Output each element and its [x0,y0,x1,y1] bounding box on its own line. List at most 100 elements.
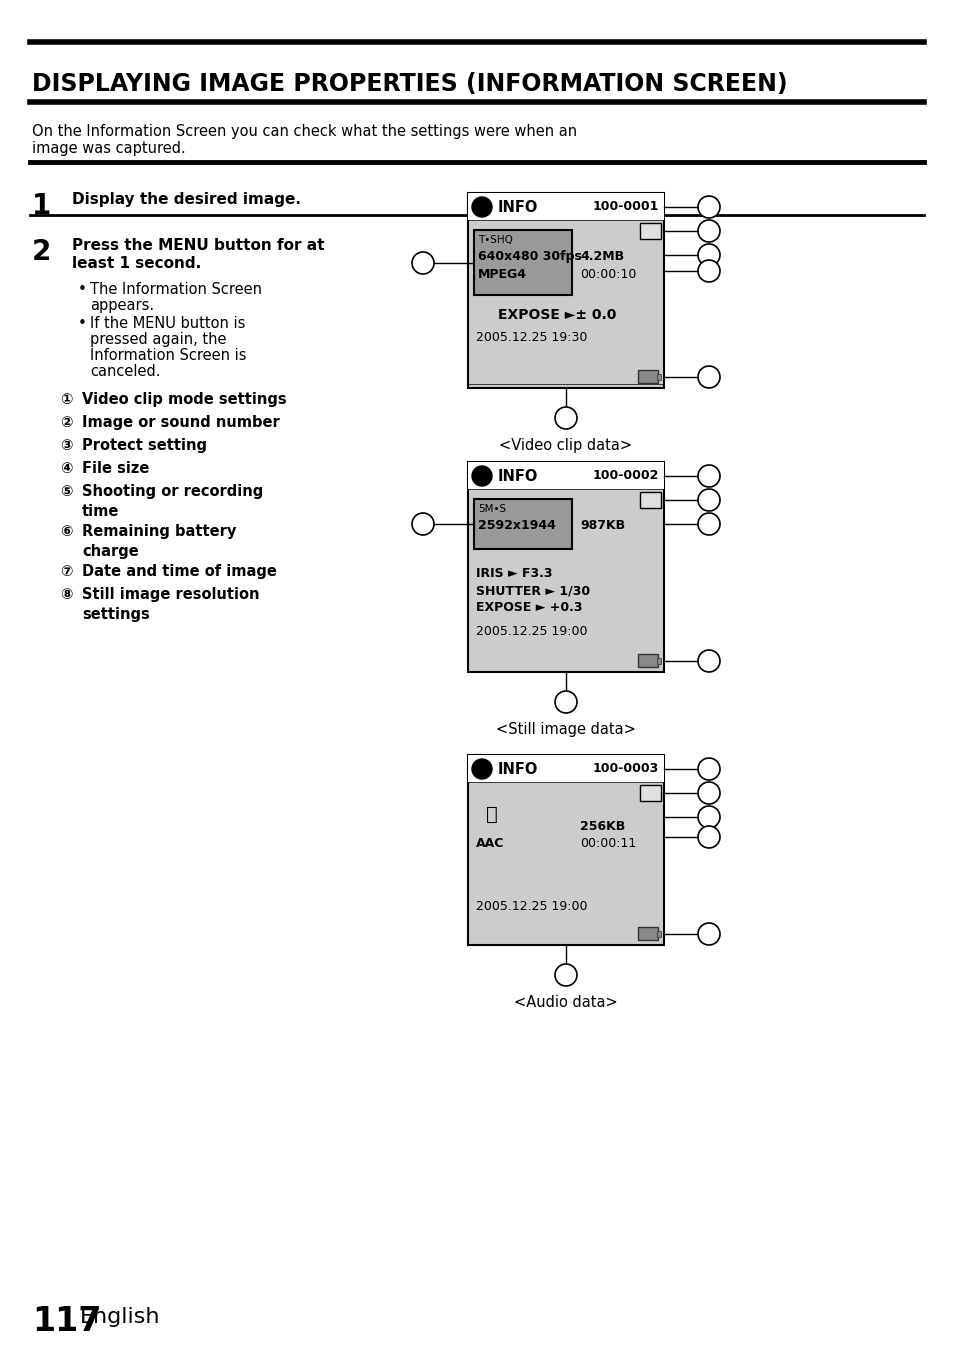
Text: 00:00:11: 00:00:11 [579,837,636,850]
Bar [468,781,663,882]
Text: ⑧: ⑧ [416,516,427,529]
Text: ⑥: ⑥ [701,654,713,666]
Bar [468,755,663,781]
Text: ⑦: ⑦ [60,564,72,578]
Circle shape [698,221,720,242]
Text: 100-0003: 100-0003 [592,763,659,775]
Text: EXPOSE ►± 0.0: EXPOSE ►± 0.0 [497,308,616,321]
Text: INFO: INFO [497,763,537,777]
Text: ⑥: ⑥ [701,369,713,382]
Bar [474,499,572,549]
Text: File size: File size [82,461,150,476]
Text: DISPLAYING IMAGE PROPERTIES (INFORMATION SCREEN): DISPLAYING IMAGE PROPERTIES (INFORMATION… [32,73,787,95]
Text: ⑤: ⑤ [60,484,72,499]
Text: ③: ③ [701,223,713,235]
Text: IRIS ► F3.3: IRIS ► F3.3 [476,568,552,580]
Text: canceled.: canceled. [90,364,160,379]
Text: <Video clip data>: <Video clip data> [499,438,632,453]
Text: 2005.12.25 19:00: 2005.12.25 19:00 [476,625,587,638]
Bar [657,374,660,381]
Text: 100-0002: 100-0002 [592,469,659,482]
Bar [468,755,663,946]
Circle shape [698,923,720,946]
Bar [468,461,663,490]
Circle shape [472,465,492,486]
Text: 2592x1944: 2592x1944 [477,519,556,533]
Circle shape [698,465,720,487]
Text: <Still image data>: <Still image data> [496,722,636,737]
Text: ⑥: ⑥ [701,925,713,939]
Text: Protect setting: Protect setting [82,438,207,453]
Text: ⑤: ⑤ [701,829,713,842]
Text: English: English [80,1307,160,1328]
Text: ③: ③ [701,492,713,504]
Text: 987KB: 987KB [579,519,624,533]
Circle shape [698,759,720,780]
Text: Video clip mode settings: Video clip mode settings [82,391,286,408]
Circle shape [698,490,720,511]
Text: INFO: INFO [497,200,537,215]
Text: 100-0001: 100-0001 [592,200,659,213]
Text: pressed again, the: pressed again, the [90,332,226,347]
Text: 256KB: 256KB [579,820,624,833]
Text: time: time [82,504,119,519]
Text: SHUTTER ► 1/30: SHUTTER ► 1/30 [476,584,590,597]
Text: ②: ② [60,416,72,430]
Text: ①: ① [60,391,72,408]
Bar [468,192,663,221]
Bar [657,931,660,937]
Circle shape [412,512,434,535]
Text: •: • [78,282,87,297]
Text: Image or sound number: Image or sound number [82,416,279,430]
Text: Date and time of image: Date and time of image [82,564,276,578]
Circle shape [698,196,720,218]
Text: If the MENU button is: If the MENU button is [90,316,245,331]
Circle shape [698,512,720,535]
Bar [638,654,658,667]
Text: appears.: appears. [90,299,154,313]
Text: ④: ④ [701,247,713,260]
Circle shape [698,806,720,829]
Text: T•SHQ: T•SHQ [477,235,513,245]
Bar [657,658,660,664]
Text: ③: ③ [60,438,72,453]
Bar [474,230,572,295]
Circle shape [698,826,720,847]
Bar [468,461,663,672]
Text: Press the MENU button for at: Press the MENU button for at [71,238,324,253]
Text: Shooting or recording: Shooting or recording [82,484,263,499]
Text: ⑦: ⑦ [559,967,571,981]
Bar [468,882,663,946]
Text: 🗝: 🗝 [642,494,648,504]
Text: 2005.12.25 19:00: 2005.12.25 19:00 [476,900,587,913]
Bar [468,615,663,672]
Text: ⑧: ⑧ [60,586,72,603]
Text: ⑤: ⑤ [701,264,713,276]
Text: i: i [477,200,481,214]
Text: ④: ④ [701,516,713,529]
Text: ⑥: ⑥ [60,525,72,539]
Text: EXPOSE ► +0.3: EXPOSE ► +0.3 [476,601,582,615]
Circle shape [698,781,720,804]
Text: ①: ① [416,256,427,268]
Bar [468,192,663,387]
Text: 117: 117 [32,1305,101,1338]
Text: ④: ④ [701,808,713,822]
Circle shape [698,366,720,387]
Text: 🗝: 🗝 [642,225,648,235]
Circle shape [412,252,434,274]
Text: ②: ② [701,468,713,482]
Circle shape [555,408,577,429]
Text: least 1 second.: least 1 second. [71,256,201,270]
Text: Display the desired image.: Display the desired image. [71,192,301,207]
Circle shape [698,260,720,282]
Text: INFO: INFO [497,469,537,484]
Text: AAC: AAC [476,837,504,850]
Bar [639,785,660,802]
Text: <Audio data>: <Audio data> [514,995,618,1010]
Bar [468,221,663,320]
Text: ③: ③ [701,785,713,798]
Text: ④: ④ [60,461,72,476]
Text: ⑦: ⑦ [559,694,571,707]
Text: charge: charge [82,543,138,560]
